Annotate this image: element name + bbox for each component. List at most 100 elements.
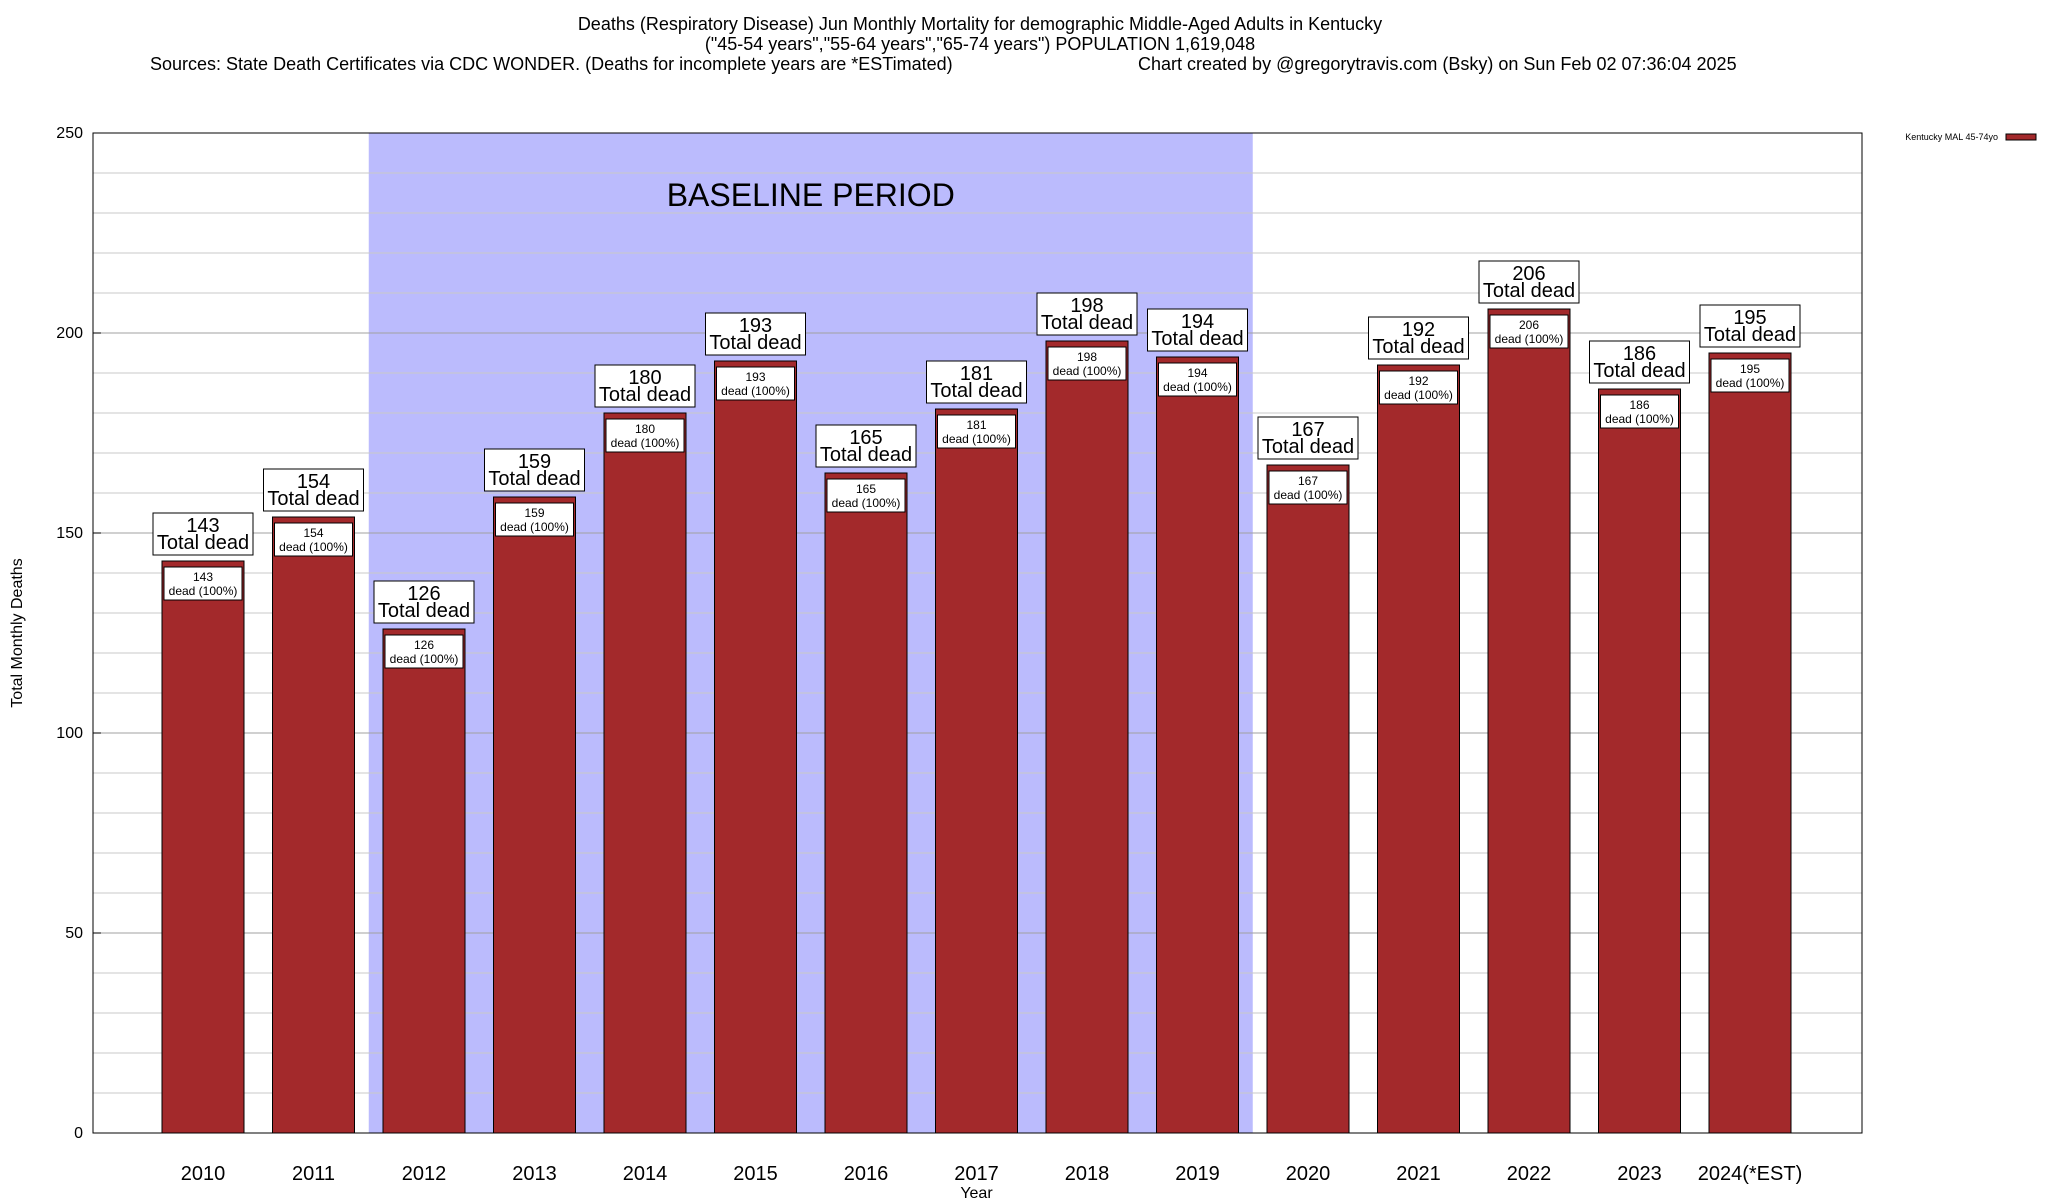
inner-label-value: 198 — [1077, 350, 1097, 364]
x-tick-label: 2013 — [512, 1163, 557, 1185]
bar-2010 — [161, 560, 245, 1134]
top-label-value: 165 — [849, 427, 882, 449]
top-label-text: Total dead — [1262, 436, 1354, 458]
chart-title-block: Deaths (Respiratory Disease) Jun Monthly… — [0, 14, 1960, 74]
top-label-text: Total dead — [599, 384, 691, 406]
bar-2015 — [714, 360, 797, 1134]
bar-2018 — [1045, 340, 1129, 1134]
inner-label-box — [1268, 470, 1348, 505]
chart-title: Deaths (Respiratory Disease) Jun Monthly… — [577, 14, 1383, 34]
bar-2017 — [935, 408, 1018, 1134]
inner-label-text: dead (100%) — [500, 520, 569, 534]
inner-label-text: dead (100%) — [832, 496, 901, 510]
bar-2013 — [493, 496, 576, 1134]
top-label-box — [705, 312, 806, 356]
inner-label-text: dead (100%) — [611, 436, 680, 450]
inner-label-box — [716, 366, 795, 401]
top-label-text: Total dead — [267, 488, 359, 510]
top-label-box — [484, 448, 585, 492]
inner-label-value: 206 — [1519, 318, 1539, 332]
top-label-value: 186 — [1623, 343, 1656, 365]
x-tick-label: 2010 — [181, 1163, 226, 1185]
top-label-text: Total dead — [1593, 360, 1685, 382]
y-tick-label: 50 — [65, 925, 83, 942]
top-label-box — [815, 424, 917, 468]
y-tick-label: 100 — [56, 725, 83, 742]
inner-label-value: 195 — [1740, 362, 1760, 376]
top-label-value: 195 — [1733, 307, 1766, 329]
plot-frame — [92, 132, 1863, 1134]
top-label-box — [1589, 340, 1690, 384]
top-label-text: Total dead — [1041, 312, 1133, 334]
inner-label-box — [1489, 314, 1569, 349]
inner-label-value: 143 — [193, 570, 213, 584]
sources-row: Sources: State Death Certificates via CD… — [0, 54, 1960, 74]
inner-label-text: dead (100%) — [942, 432, 1011, 446]
top-label-value: 198 — [1070, 295, 1103, 317]
inner-label-text: dead (100%) — [1053, 364, 1122, 378]
inner-label-text: dead (100%) — [1384, 388, 1453, 402]
inner-label-value: 194 — [1187, 366, 1207, 380]
bar-2016 — [824, 472, 908, 1134]
x-tick-label: 2024(*EST) — [1698, 1163, 1803, 1185]
x-tick-label: 2018 — [1065, 1163, 1110, 1185]
inner-label-text: dead (100%) — [1716, 376, 1785, 390]
inner-label-value: 159 — [524, 506, 544, 520]
inner-label-value: 181 — [966, 418, 986, 432]
inner-label-value: 193 — [745, 370, 765, 384]
top-label-value: 126 — [407, 583, 440, 605]
bar-2012 — [382, 628, 466, 1134]
top-label-value: 154 — [297, 471, 330, 493]
inner-label-box — [495, 502, 574, 537]
inner-label-text: dead (100%) — [1605, 412, 1674, 426]
top-label-text: Total dead — [488, 468, 580, 490]
inner-label-box — [1047, 346, 1127, 381]
inner-label-box — [1600, 394, 1679, 429]
top-label-text: Total dead — [1483, 280, 1575, 302]
top-label-value: 194 — [1181, 311, 1214, 333]
inner-label-value: 165 — [856, 482, 876, 496]
inner-label-text: dead (100%) — [721, 384, 790, 398]
bar-2014 — [603, 412, 687, 1134]
inner-label-box — [605, 418, 685, 453]
x-axis-label: Year — [960, 1185, 993, 1200]
y-tick-label: 250 — [56, 125, 83, 142]
top-label-value: 159 — [518, 451, 551, 473]
inner-label-value: 154 — [303, 526, 323, 540]
top-label-value: 143 — [186, 515, 219, 537]
x-tick-label: 2022 — [1507, 1163, 1552, 1185]
inner-label-value: 192 — [1408, 374, 1428, 388]
legend-label: Kentucky MAL 45-74yo — [1905, 132, 1998, 142]
top-label-box — [1699, 304, 1801, 348]
bar-2019 — [1156, 356, 1239, 1134]
x-tick-label: 2020 — [1286, 1163, 1331, 1185]
top-label-text: Total dead — [1372, 336, 1464, 358]
x-tick-label: 2011 — [292, 1163, 335, 1185]
top-label-text: Total dead — [157, 532, 249, 554]
x-tick-label: 2021 — [1396, 1163, 1441, 1185]
inner-label-box — [1379, 370, 1458, 405]
inner-label-value: 186 — [1629, 398, 1649, 412]
top-label-box — [1036, 292, 1138, 336]
top-label-box — [373, 580, 475, 624]
x-tick-label: 2015 — [733, 1163, 778, 1185]
top-label-text: Total dead — [930, 380, 1022, 402]
credit-text: Chart created by @gregorytravis.com (Bsk… — [1138, 54, 1737, 74]
bar-2022 — [1487, 308, 1571, 1134]
y-tick-label: 150 — [56, 525, 83, 542]
bar-2024(*EST) — [1708, 352, 1792, 1134]
top-label-box — [1478, 260, 1580, 304]
sources-text: Sources: State Death Certificates via CD… — [150, 54, 953, 74]
inner-label-box — [937, 414, 1016, 449]
top-label-value: 167 — [1291, 419, 1324, 441]
top-label-box — [1368, 316, 1469, 360]
top-label-box — [1257, 416, 1359, 460]
top-label-box — [1147, 308, 1248, 352]
inner-label-value: 167 — [1298, 474, 1318, 488]
x-tick-label: 2017 — [954, 1163, 999, 1185]
bar-2020 — [1266, 464, 1350, 1134]
legend-swatch — [2005, 133, 2037, 141]
inner-label-value: 180 — [635, 422, 655, 436]
inner-label-box — [163, 566, 243, 601]
